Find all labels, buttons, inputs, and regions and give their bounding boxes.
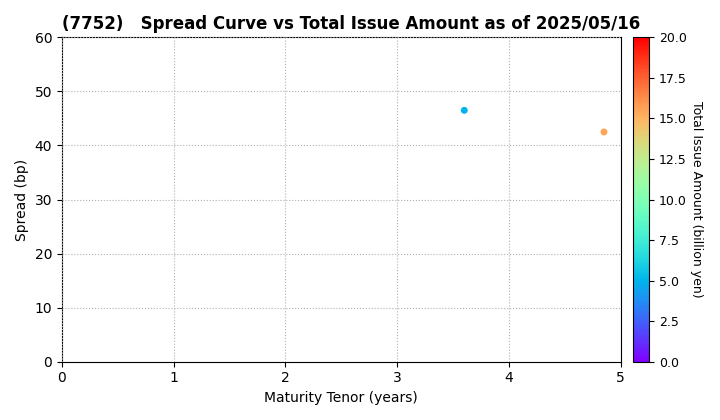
Text: (7752)   Spread Curve vs Total Issue Amount as of 2025/05/16: (7752) Spread Curve vs Total Issue Amoun… [62,15,640,33]
X-axis label: Maturity Tenor (years): Maturity Tenor (years) [264,391,418,405]
Point [598,129,610,135]
Y-axis label: Spread (bp): Spread (bp) [15,158,29,241]
Point [459,107,470,114]
Y-axis label: Total Issue Amount (billion yen): Total Issue Amount (billion yen) [690,101,703,298]
